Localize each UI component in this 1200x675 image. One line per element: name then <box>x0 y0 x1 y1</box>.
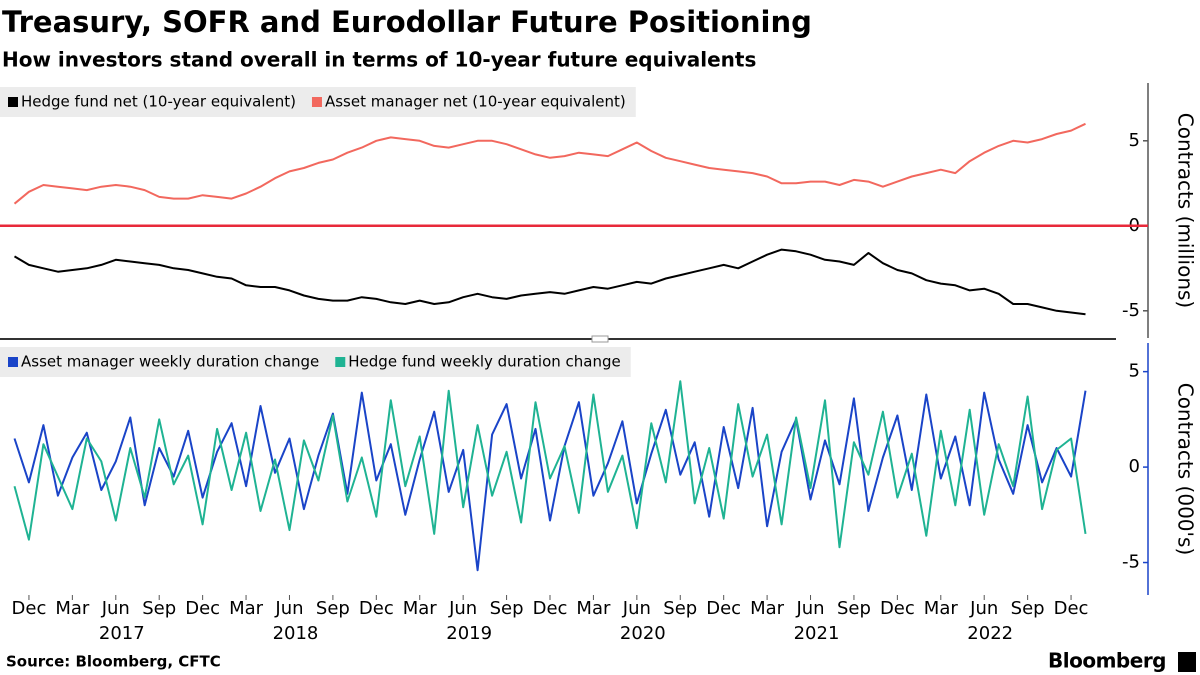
x-tick-label: Mar <box>55 598 90 619</box>
chart-subtitle: How investors stand overall in terms of … <box>2 48 756 72</box>
x-tick-label: Jun <box>101 598 130 619</box>
x-tick-label: Jun <box>969 598 998 619</box>
x-tick-label: Sep <box>1011 598 1045 619</box>
x-tick-label: Dec <box>359 598 394 619</box>
x-tick-label: Sep <box>490 598 524 619</box>
x-tick-label: Mar <box>576 598 611 619</box>
x-tick-label: Jun <box>274 598 303 619</box>
y-tick-label: 0 <box>1129 456 1140 477</box>
y-axis-label: Contracts (millions) <box>1174 113 1198 308</box>
x-tick-label: Dec <box>1054 598 1089 619</box>
x-tick-label: Jun <box>795 598 824 619</box>
x-year-label: 2019 <box>446 623 492 644</box>
x-tick-label: Mar <box>924 598 959 619</box>
series-line <box>13 248 1086 316</box>
legend-label: Asset manager net (10-year equivalent) <box>325 93 626 111</box>
series-line <box>13 380 1087 549</box>
x-tick-label: Dec <box>880 598 915 619</box>
legend-box <box>0 347 631 377</box>
x-tick-label: Mar <box>403 598 438 619</box>
brand: Bloomberg <box>1048 649 1166 673</box>
divider-handle <box>591 335 609 343</box>
x-tick-label: Sep <box>316 598 350 619</box>
y-tick-label: 5 <box>1129 130 1140 151</box>
x-year-label: 2020 <box>620 623 666 644</box>
x-tick-label: Dec <box>533 598 568 619</box>
y-tick-label: -5 <box>1122 300 1140 321</box>
x-tick-label: Mar <box>229 598 264 619</box>
x-tick-label: Dec <box>706 598 741 619</box>
legend-label: Hedge fund weekly duration change <box>348 353 620 371</box>
x-tick-label: Dec <box>185 598 220 619</box>
x-tick-label: Sep <box>142 598 176 619</box>
x-tick-label: Sep <box>663 598 697 619</box>
y-axis-label: Contracts (000's) <box>1174 383 1198 556</box>
x-tick-label: Jun <box>448 598 477 619</box>
brand-icon <box>1178 652 1196 672</box>
legend-label: Asset manager weekly duration change <box>21 353 319 371</box>
series-line <box>13 122 1086 205</box>
chart-title: Treasury, SOFR and Eurodollar Future Pos… <box>2 5 812 39</box>
legend-swatch <box>8 97 18 107</box>
source: Source: Bloomberg, CFTC <box>6 653 221 671</box>
x-tick-label: Sep <box>837 598 871 619</box>
legend-swatch <box>8 357 18 367</box>
x-tick-label: Jun <box>622 598 651 619</box>
legend-swatch <box>311 97 322 107</box>
x-year-label: 2022 <box>967 623 1013 644</box>
x-year-label: 2018 <box>273 623 319 644</box>
x-year-label: 2021 <box>794 623 840 644</box>
x-tick-label: Mar <box>750 598 785 619</box>
legend-label: Hedge fund net (10-year equivalent) <box>21 93 296 111</box>
x-tick-label: Dec <box>12 598 47 619</box>
legend-swatch <box>335 357 346 367</box>
y-tick-label: -5 <box>1122 552 1140 573</box>
x-year-label: 2017 <box>99 623 145 644</box>
y-tick-label: 5 <box>1129 361 1140 382</box>
